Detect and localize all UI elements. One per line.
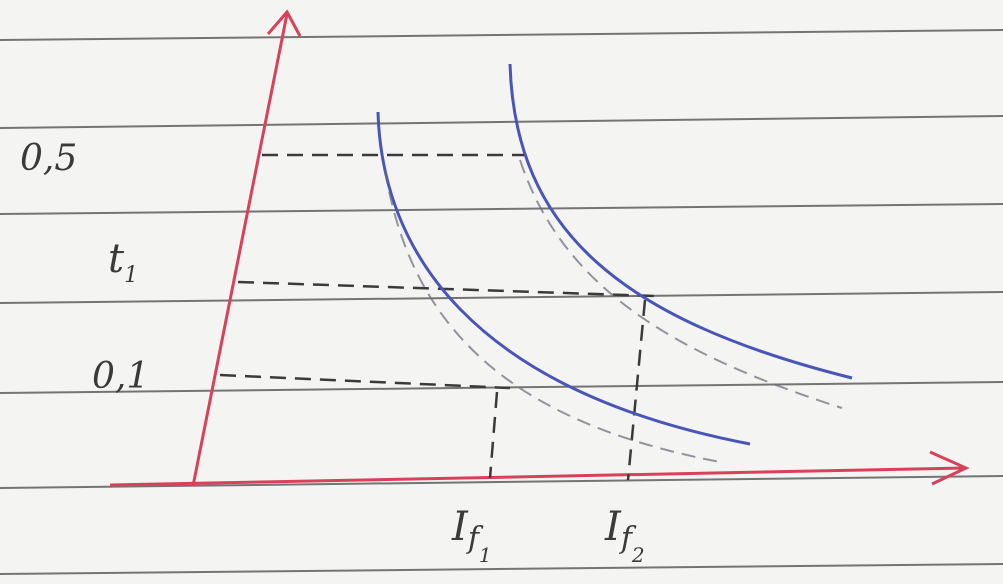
label-part: 0,1 <box>92 356 149 397</box>
label-part: t <box>108 236 125 282</box>
label-part: 1 <box>479 543 492 567</box>
label-part: I <box>451 504 469 550</box>
label-part: 1 <box>124 263 138 288</box>
sketch: 0,5 t1 0,1 If1 If2 <box>0 0 1003 584</box>
label-part: 2 <box>631 543 645 567</box>
y-label: 0,5 <box>20 138 77 179</box>
y-label: 0,1 <box>92 356 149 397</box>
label-part: 0,5 <box>20 138 77 179</box>
label-part: I <box>604 504 622 550</box>
